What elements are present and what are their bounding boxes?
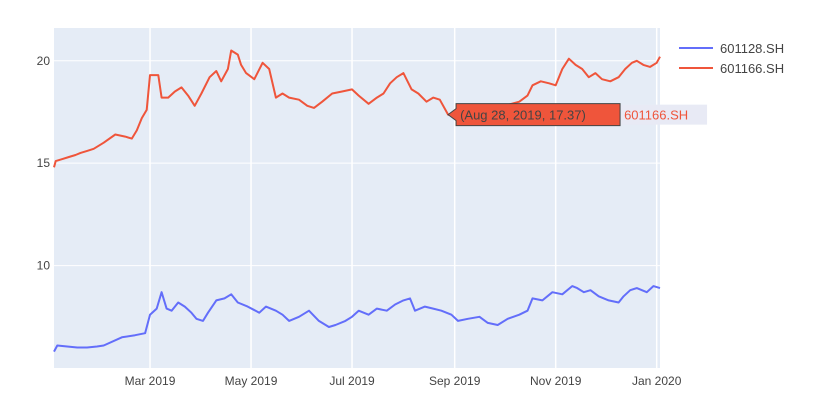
legend-label[interactable]: 601128.SH (720, 41, 784, 56)
series-lines[interactable] (53, 49, 661, 353)
tooltip-box (447, 103, 621, 127)
x-tick-label: Mar 2019 (125, 374, 176, 388)
y-tick-label: 20 (37, 54, 51, 68)
y-gridlines (54, 60, 660, 267)
tooltip-series-label: 601166.SH (624, 108, 688, 123)
x-tick-label: Sep 2019 (429, 374, 481, 388)
x-tick-label: Jul 2019 (329, 374, 375, 388)
plot-background (54, 28, 660, 368)
y-tick-label: 10 (37, 259, 51, 273)
x-tick-label: Jan 2020 (632, 374, 682, 388)
tooltip-text: (Aug 28, 2019, 17.37) (460, 108, 586, 123)
y-tick-labels: 10 15 20 (37, 54, 51, 273)
series-line-601128-sh[interactable] (53, 285, 661, 353)
x-tick-label: Nov 2019 (530, 374, 582, 388)
y-tick-label: 15 (37, 156, 51, 170)
hover-tooltip: (Aug 28, 2019, 17.37) 601166.SH (447, 103, 708, 127)
legend[interactable]: 601128.SH 601166.SH (679, 41, 784, 76)
x-tick-labels: Mar 2019 May 2019 Jul 2019 Sep 2019 Nov 2019… (125, 374, 682, 388)
tooltip-name-bg (621, 104, 708, 125)
series-line-601166-sh[interactable] (53, 49, 661, 168)
x-tick-label: May 2019 (225, 374, 278, 388)
legend-label[interactable]: 601166.SH (720, 61, 784, 76)
